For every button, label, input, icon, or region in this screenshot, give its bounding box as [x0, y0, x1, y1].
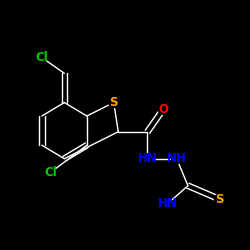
- Circle shape: [163, 199, 173, 208]
- Circle shape: [158, 104, 168, 114]
- Circle shape: [46, 167, 56, 177]
- Circle shape: [109, 98, 119, 108]
- Circle shape: [214, 194, 224, 204]
- Text: NH: NH: [167, 152, 187, 165]
- Text: HN: HN: [158, 197, 178, 210]
- Circle shape: [142, 154, 152, 164]
- Text: S: S: [215, 193, 224, 206]
- Text: S: S: [110, 96, 118, 109]
- Text: HN: HN: [138, 152, 158, 165]
- Text: Cl: Cl: [44, 166, 57, 179]
- Circle shape: [37, 53, 47, 62]
- Text: O: O: [158, 103, 168, 116]
- Circle shape: [172, 154, 182, 164]
- Text: Cl: Cl: [36, 51, 48, 64]
